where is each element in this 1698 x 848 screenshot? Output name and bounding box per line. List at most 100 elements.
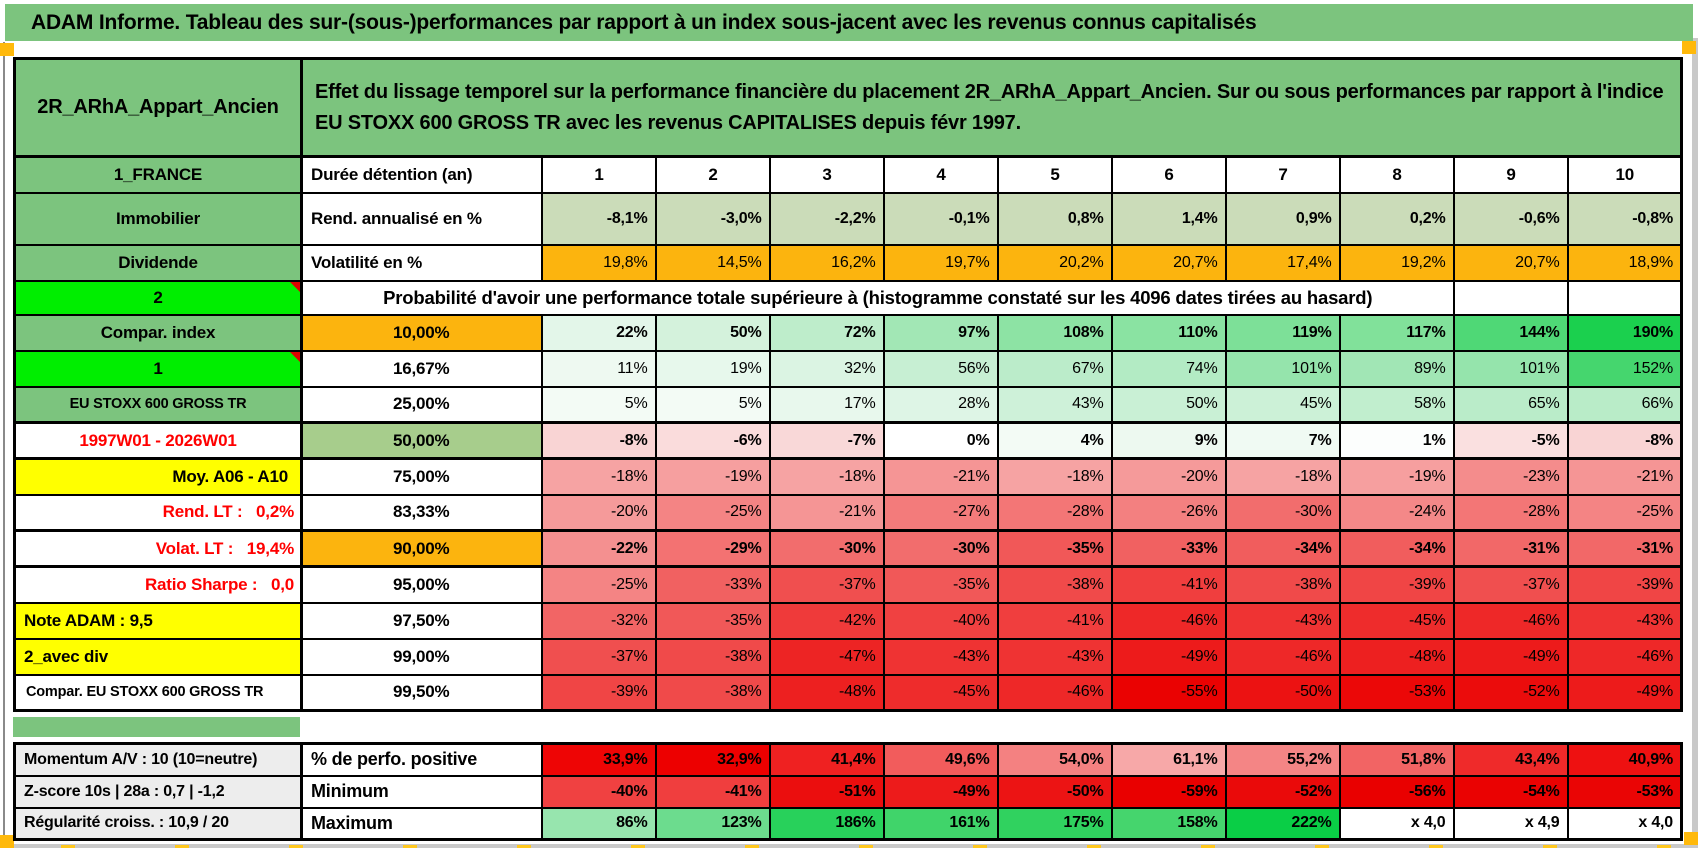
data-cell[interactable]: -24%: [1338, 493, 1455, 532]
row-header-cell[interactable]: 50,00%: [300, 421, 543, 460]
data-cell[interactable]: -35%: [882, 565, 999, 604]
summary-data-cell[interactable]: -50%: [996, 774, 1113, 809]
summary-data-cell[interactable]: -51%: [768, 774, 885, 809]
data-cell[interactable]: 20,2%: [996, 243, 1113, 282]
data-cell[interactable]: 19,2%: [1338, 243, 1455, 282]
data-cell[interactable]: 17,4%: [1224, 243, 1341, 282]
data-cell[interactable]: 11%: [540, 349, 657, 388]
data-cell[interactable]: -5%: [1452, 421, 1569, 460]
summary-data-cell[interactable]: -53%: [1566, 774, 1683, 809]
column-header-cell[interactable]: 9: [1452, 155, 1569, 194]
summary-data-cell[interactable]: 158%: [1110, 806, 1227, 841]
data-cell[interactable]: -43%: [996, 637, 1113, 676]
summary-data-cell[interactable]: 222%: [1224, 806, 1341, 841]
data-cell[interactable]: -8%: [540, 421, 657, 460]
data-cell[interactable]: -8%: [1566, 421, 1683, 460]
data-cell[interactable]: -48%: [1338, 637, 1455, 676]
row-label-cell[interactable]: Moy. A06 - A10: [13, 457, 303, 496]
data-cell[interactable]: 28%: [882, 385, 999, 424]
column-header-cell[interactable]: 7: [1224, 155, 1341, 194]
summary-data-cell[interactable]: 161%: [882, 806, 999, 841]
data-cell[interactable]: 67%: [996, 349, 1113, 388]
summary-data-cell[interactable]: x 4,9: [1452, 806, 1569, 841]
data-cell[interactable]: -49%: [1566, 673, 1683, 712]
data-cell[interactable]: -23%: [1452, 457, 1569, 496]
data-cell[interactable]: -21%: [1566, 457, 1683, 496]
summary-data-cell[interactable]: 41,4%: [768, 742, 885, 777]
data-cell[interactable]: -45%: [882, 673, 999, 712]
data-cell[interactable]: 18,9%: [1566, 243, 1683, 282]
data-cell[interactable]: -39%: [1566, 565, 1683, 604]
data-cell[interactable]: 144%: [1452, 313, 1569, 352]
data-cell[interactable]: -20%: [540, 493, 657, 532]
column-header-cell[interactable]: 2: [654, 155, 771, 194]
data-cell[interactable]: 9%: [1110, 421, 1227, 460]
data-cell[interactable]: -37%: [768, 565, 885, 604]
row-label-cell[interactable]: Ratio Sharpe : 0,0: [13, 565, 303, 604]
right-scroll-strip[interactable]: [1692, 38, 1698, 848]
data-cell[interactable]: 152%: [1566, 349, 1683, 388]
data-cell[interactable]: 108%: [996, 313, 1113, 352]
data-cell[interactable]: -39%: [540, 673, 657, 712]
summary-data-cell[interactable]: 33,9%: [540, 742, 657, 777]
column-header-cell[interactable]: 6: [1110, 155, 1227, 194]
summary-data-cell[interactable]: 54,0%: [996, 742, 1113, 777]
data-cell[interactable]: -33%: [1110, 529, 1227, 568]
data-cell[interactable]: -21%: [882, 457, 999, 496]
data-cell[interactable]: -38%: [1224, 565, 1341, 604]
summary-data-cell[interactable]: -41%: [654, 774, 771, 809]
data-cell[interactable]: 74%: [1110, 349, 1227, 388]
column-header-cell[interactable]: 5: [996, 155, 1113, 194]
data-cell[interactable]: -43%: [882, 637, 999, 676]
row-header-cell[interactable]: Volatilité en %: [300, 243, 543, 282]
summary-header-cell[interactable]: Minimum: [300, 774, 543, 809]
data-cell[interactable]: -0,8%: [1566, 191, 1683, 246]
data-cell[interactable]: -29%: [654, 529, 771, 568]
data-cell[interactable]: 1%: [1338, 421, 1455, 460]
data-cell[interactable]: -30%: [1224, 493, 1341, 532]
data-cell[interactable]: 19,8%: [540, 243, 657, 282]
product-name-cell[interactable]: 2R_ARhA_Appart_Ancien: [13, 57, 303, 158]
data-cell[interactable]: -33%: [654, 565, 771, 604]
data-cell[interactable]: -39%: [1338, 565, 1455, 604]
summary-data-cell[interactable]: 123%: [654, 806, 771, 841]
data-cell[interactable]: -30%: [882, 529, 999, 568]
data-cell[interactable]: 119%: [1224, 313, 1341, 352]
data-cell[interactable]: -52%: [1452, 673, 1569, 712]
data-cell[interactable]: 43%: [996, 385, 1113, 424]
data-cell[interactable]: -37%: [1452, 565, 1569, 604]
summary-data-cell[interactable]: -56%: [1338, 774, 1455, 809]
summary-data-cell[interactable]: 186%: [768, 806, 885, 841]
data-cell[interactable]: -18%: [540, 457, 657, 496]
data-cell[interactable]: 65%: [1452, 385, 1569, 424]
data-cell[interactable]: -32%: [540, 601, 657, 640]
summary-header-cell[interactable]: % de perfo. positive: [300, 742, 543, 777]
data-cell[interactable]: -46%: [1452, 601, 1569, 640]
data-cell[interactable]: 50%: [654, 313, 771, 352]
data-cell[interactable]: 58%: [1338, 385, 1455, 424]
row-label-cell[interactable]: 2_avec div: [13, 637, 303, 676]
row-header-cell[interactable]: Durée détention (an): [300, 155, 543, 194]
data-cell[interactable]: -18%: [996, 457, 1113, 496]
data-cell[interactable]: 0,9%: [1224, 191, 1341, 246]
data-cell[interactable]: -46%: [1110, 601, 1227, 640]
summary-data-cell[interactable]: 86%: [540, 806, 657, 841]
row-header-cell[interactable]: 97,50%: [300, 601, 543, 640]
data-cell[interactable]: -28%: [996, 493, 1113, 532]
summary-data-cell[interactable]: 40,9%: [1566, 742, 1683, 777]
data-cell[interactable]: -49%: [1452, 637, 1569, 676]
summary-data-cell[interactable]: -49%: [882, 774, 999, 809]
data-cell[interactable]: 0,8%: [996, 191, 1113, 246]
data-cell[interactable]: -46%: [1566, 637, 1683, 676]
data-cell[interactable]: 32%: [768, 349, 885, 388]
data-cell[interactable]: 66%: [1566, 385, 1683, 424]
row-header-cell[interactable]: 90,00%: [300, 529, 543, 568]
summary-data-cell[interactable]: -52%: [1224, 774, 1341, 809]
data-cell[interactable]: -26%: [1110, 493, 1227, 532]
row-label-cell[interactable]: 1997W01 - 2026W01: [13, 421, 303, 460]
column-header-cell[interactable]: 3: [768, 155, 885, 194]
row-header-cell[interactable]: 75,00%: [300, 457, 543, 496]
data-cell[interactable]: -22%: [540, 529, 657, 568]
data-cell[interactable]: -25%: [654, 493, 771, 532]
data-cell[interactable]: -21%: [768, 493, 885, 532]
